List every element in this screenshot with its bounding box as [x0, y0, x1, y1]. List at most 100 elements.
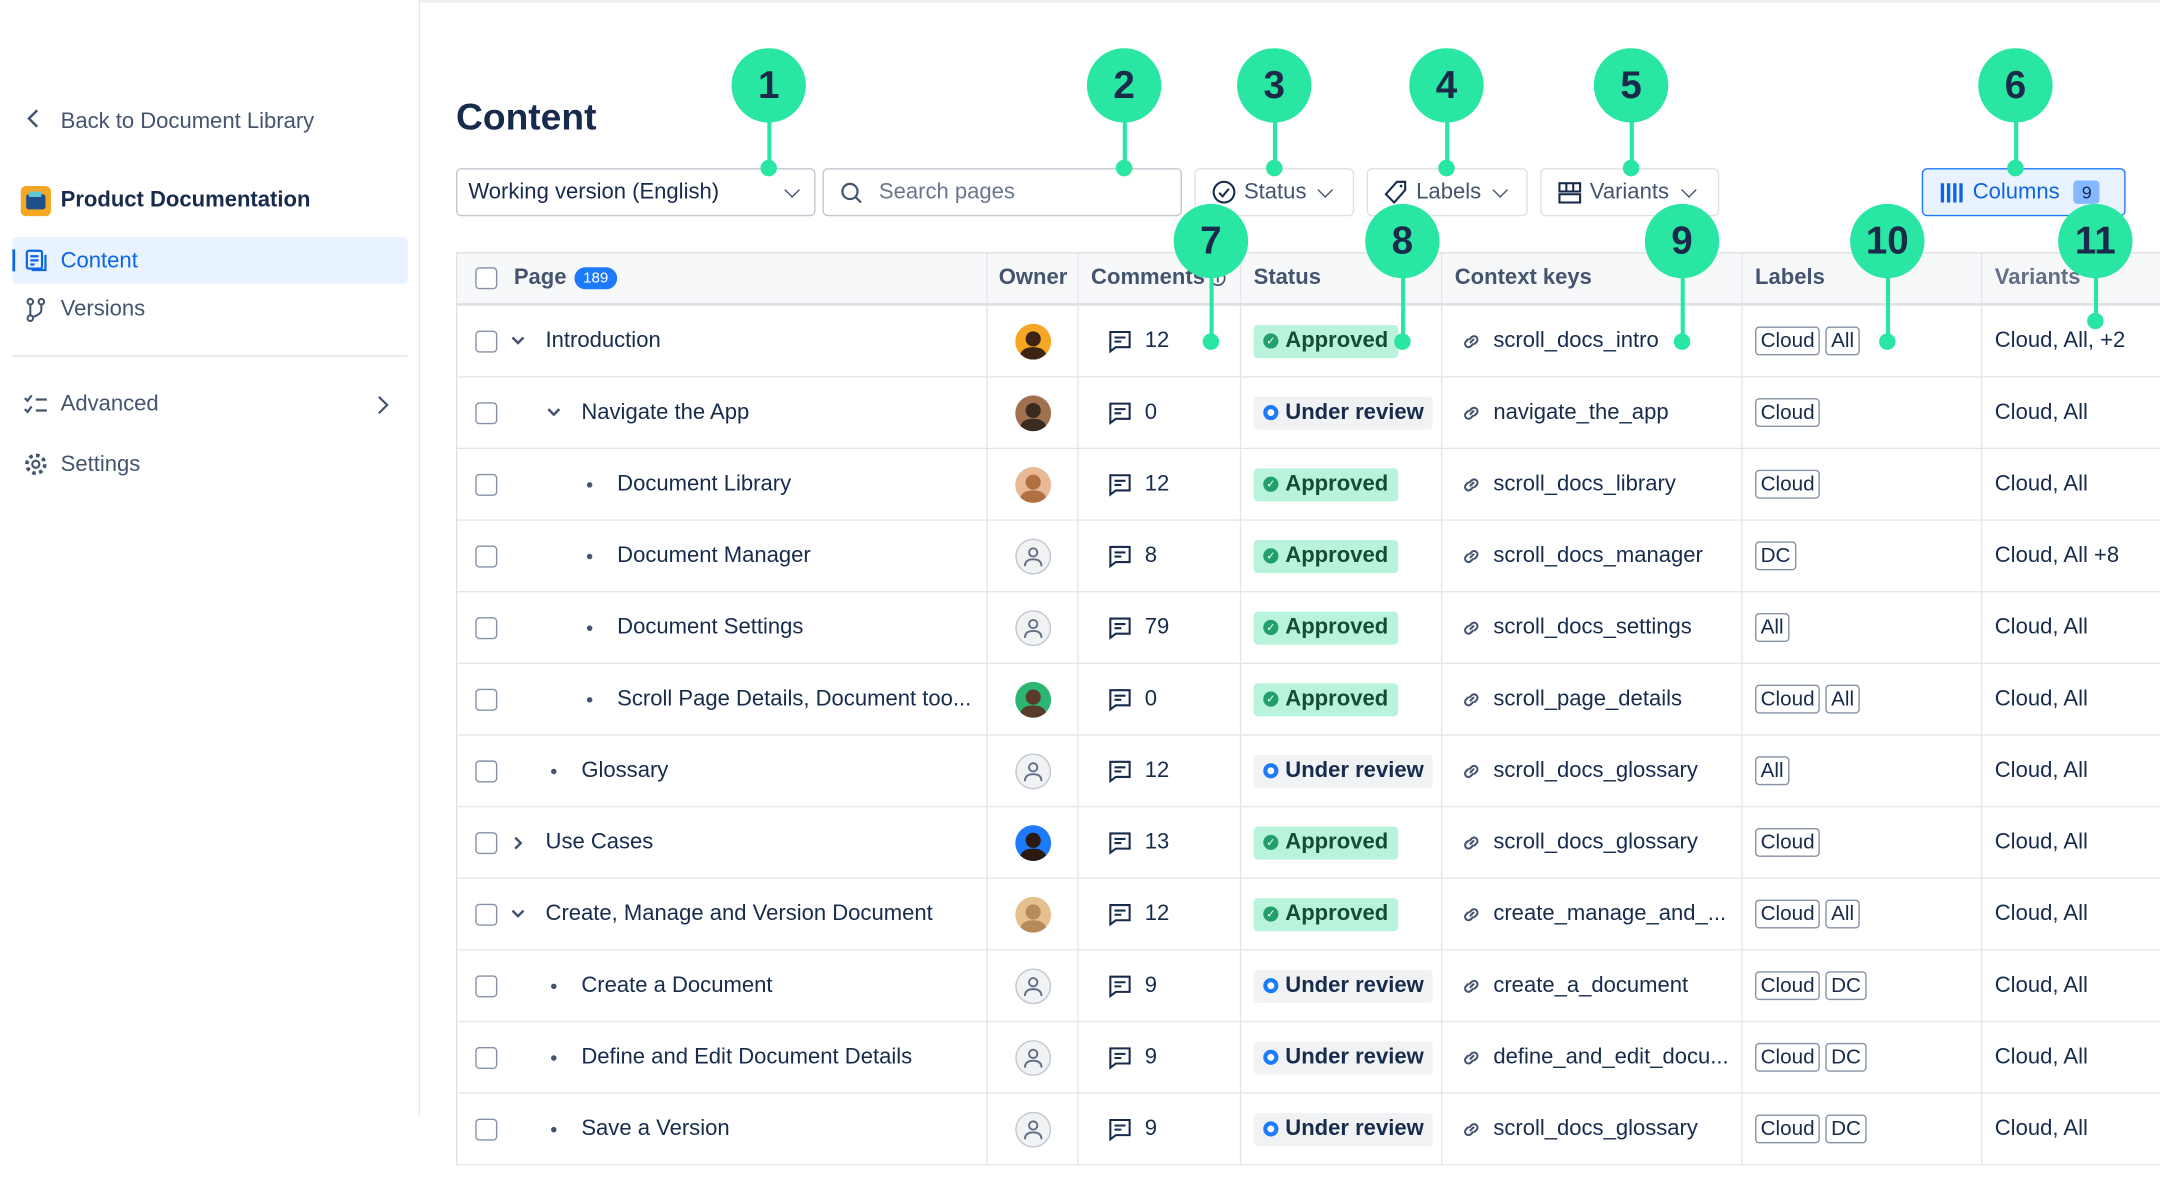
- context-key-cell[interactable]: create_a_document: [1440, 950, 1741, 1021]
- default-avatar-icon[interactable]: [1014, 752, 1051, 789]
- avatar[interactable]: [1014, 896, 1051, 932]
- comments-cell[interactable]: 9: [1077, 1093, 1240, 1165]
- version-select[interactable]: Working version (English): [455, 168, 816, 217]
- status-cell[interactable]: ✓ Approved: [1239, 664, 1441, 735]
- context-key-cell[interactable]: scroll_docs_settings: [1440, 592, 1741, 663]
- default-avatar-icon[interactable]: [1014, 967, 1051, 1004]
- status-cell[interactable]: Under review: [1239, 735, 1441, 806]
- context-key-cell[interactable]: define_and_edit_docu...: [1440, 1022, 1741, 1093]
- label-chip[interactable]: All: [1755, 613, 1790, 642]
- header-owner[interactable]: Owner: [986, 253, 1077, 304]
- avatar[interactable]: [1014, 824, 1051, 861]
- status-cell[interactable]: Under review: [1239, 1022, 1441, 1093]
- context-key-cell[interactable]: scroll_docs_library: [1440, 449, 1741, 520]
- context-key-cell[interactable]: scroll_docs_glossary: [1440, 1093, 1741, 1165]
- header-variants[interactable]: Variants: [1980, 253, 2160, 304]
- page-title-link[interactable]: Use Cases: [545, 830, 654, 855]
- page-title-link[interactable]: Navigate the App: [581, 400, 750, 425]
- label-chip[interactable]: Cloud: [1755, 827, 1821, 857]
- row-checkbox[interactable]: [475, 473, 498, 496]
- context-key-cell[interactable]: scroll_docs_glossary: [1440, 807, 1741, 878]
- context-key-cell[interactable]: scroll_docs_intro: [1440, 305, 1741, 377]
- status-cell[interactable]: ✓ Approved: [1239, 449, 1441, 520]
- row-checkbox[interactable]: [475, 330, 498, 353]
- context-key-cell[interactable]: scroll_docs_glossary: [1440, 735, 1741, 806]
- label-chip[interactable]: All: [1825, 684, 1860, 714]
- table-row[interactable]: Introduction 12 ✓ Approved scroll_docs_in…: [457, 305, 2160, 378]
- row-checkbox[interactable]: [475, 545, 498, 568]
- label-chip[interactable]: DC: [1825, 1114, 1867, 1144]
- comments-cell[interactable]: 9: [1077, 1022, 1240, 1093]
- comments-cell[interactable]: 12: [1077, 449, 1240, 520]
- table-row[interactable]: Define and Edit Document Details 9 Under…: [457, 1022, 2160, 1094]
- header-labels[interactable]: Labels: [1741, 253, 1981, 304]
- label-chip[interactable]: All: [1755, 756, 1790, 786]
- page-title-link[interactable]: Create a Document: [581, 973, 773, 998]
- label-chip[interactable]: All: [1825, 326, 1860, 356]
- label-chip[interactable]: DC: [1825, 1042, 1867, 1072]
- context-key-cell[interactable]: scroll_page_details: [1440, 664, 1741, 735]
- label-chip[interactable]: Cloud: [1755, 326, 1821, 356]
- comments-cell[interactable]: 8: [1077, 520, 1240, 591]
- chevron-down-icon[interactable]: [510, 335, 527, 349]
- row-checkbox[interactable]: [475, 617, 498, 640]
- comments-cell[interactable]: 12: [1077, 305, 1240, 377]
- status-cell[interactable]: Under review: [1239, 950, 1441, 1021]
- sidebar-item-settings[interactable]: Settings: [12, 442, 407, 486]
- header-status[interactable]: Status: [1239, 253, 1441, 304]
- label-chip[interactable]: Cloud: [1755, 971, 1821, 1001]
- table-row[interactable]: Scroll Page Details, Document too... 0 ✓…: [457, 664, 2160, 736]
- avatar[interactable]: [1014, 394, 1051, 431]
- table-row[interactable]: Create a Document 9 Under review create_…: [457, 950, 2160, 1023]
- label-chip[interactable]: Cloud: [1755, 469, 1821, 499]
- status-cell[interactable]: ✓ Approved: [1239, 807, 1441, 878]
- label-chip[interactable]: DC: [1825, 971, 1867, 1001]
- table-row[interactable]: Document Library 12 ✓ Approved scroll_doc…: [457, 449, 2160, 521]
- status-cell[interactable]: Under review: [1239, 1093, 1441, 1165]
- sidebar-item-advanced[interactable]: Advanced: [12, 383, 407, 427]
- comments-cell[interactable]: 0: [1077, 377, 1240, 448]
- comments-cell[interactable]: 12: [1077, 735, 1240, 806]
- status-cell[interactable]: ✓ Approved: [1239, 592, 1441, 663]
- chevron-right-icon[interactable]: [512, 835, 526, 852]
- sidebar-item-content[interactable]: Content: [12, 236, 408, 284]
- default-avatar-icon[interactable]: [1014, 1111, 1051, 1147]
- row-checkbox[interactable]: [475, 402, 498, 425]
- comments-cell[interactable]: 9: [1077, 950, 1240, 1021]
- comments-cell[interactable]: 79: [1077, 592, 1240, 663]
- row-checkbox[interactable]: [475, 760, 498, 783]
- select-all-checkbox[interactable]: [475, 267, 498, 290]
- label-chip[interactable]: Cloud: [1755, 899, 1821, 929]
- table-row[interactable]: Save a Version 9 Under review scroll_doc…: [457, 1093, 2160, 1166]
- comments-cell[interactable]: 12: [1077, 878, 1240, 950]
- label-chip[interactable]: DC: [1755, 541, 1796, 571]
- label-chip[interactable]: Cloud: [1755, 1114, 1821, 1144]
- header-context-keys[interactable]: Context keys: [1440, 253, 1741, 304]
- table-row[interactable]: Navigate the App 0 Under review navigate…: [457, 377, 2160, 450]
- page-title-link[interactable]: Introduction: [545, 329, 661, 353]
- comments-cell[interactable]: 13: [1077, 807, 1240, 878]
- row-checkbox[interactable]: [475, 688, 498, 711]
- table-row[interactable]: Create, Manage and Version Document 12 ✓…: [457, 878, 2160, 951]
- row-checkbox[interactable]: [475, 903, 498, 926]
- page-title-link[interactable]: Save a Version: [581, 1117, 730, 1141]
- row-checkbox[interactable]: [475, 832, 498, 855]
- page-title-link[interactable]: Document Manager: [617, 544, 811, 568]
- chevron-down-icon[interactable]: [546, 406, 563, 420]
- label-chip[interactable]: All: [1825, 899, 1860, 929]
- page-title-link[interactable]: Glossary: [581, 759, 669, 783]
- page-title-link[interactable]: Document Settings: [617, 615, 804, 640]
- context-key-cell[interactable]: navigate_the_app: [1440, 377, 1741, 448]
- row-checkbox[interactable]: [475, 1046, 498, 1070]
- search-input[interactable]: Search pages: [822, 168, 1182, 217]
- back-link[interactable]: Back to Document Library: [19, 105, 405, 141]
- context-key-cell[interactable]: create_manage_and_...: [1440, 878, 1741, 950]
- chevron-down-icon[interactable]: [510, 908, 527, 922]
- page-title-link[interactable]: Create, Manage and Version Document: [545, 902, 933, 926]
- header-page[interactable]: Page 189: [457, 253, 986, 303]
- label-chip[interactable]: Cloud: [1755, 1042, 1821, 1072]
- row-checkbox[interactable]: [475, 1118, 498, 1141]
- comments-cell[interactable]: 0: [1077, 664, 1240, 735]
- label-chip[interactable]: Cloud: [1755, 684, 1821, 714]
- table-row[interactable]: Document Settings 79 ✓ Approved scroll_do…: [457, 592, 2160, 665]
